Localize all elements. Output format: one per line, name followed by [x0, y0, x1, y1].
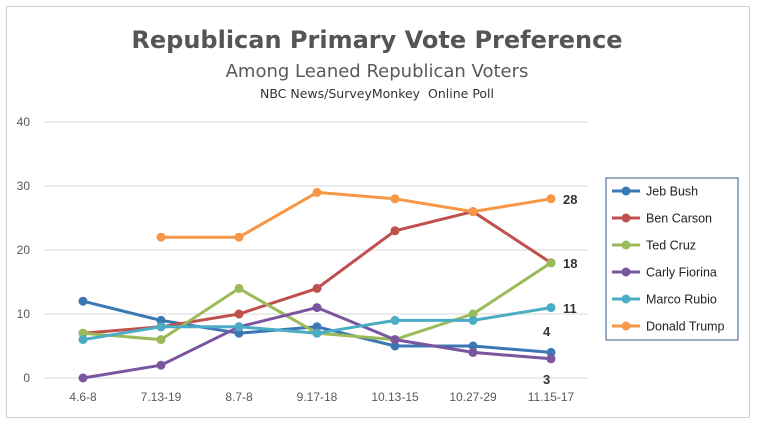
legend-swatch-marker [621, 321, 631, 331]
data-point-marco-rubio [468, 315, 478, 325]
series-donald-trump [156, 187, 556, 242]
legend-item-donald-trump: Donald Trump [612, 320, 725, 334]
chart-title: Republican Primary Vote Preference [131, 26, 622, 54]
data-point-marco-rubio [546, 303, 556, 313]
legend-item-jeb-bush: Jeb Bush [612, 185, 698, 199]
data-point-donald-trump [234, 232, 244, 242]
legend-item-carly-fiorina: Carly Fiorina [612, 266, 717, 280]
data-point-marco-rubio [156, 322, 166, 332]
legend-label: Donald Trump [646, 320, 725, 334]
data-point-ted-cruz [78, 328, 88, 338]
data-point-marco-rubio [312, 328, 322, 338]
legend-item-ted-cruz: Ted Cruz [612, 239, 696, 253]
data-point-donald-trump [312, 187, 322, 197]
gridlines [44, 121, 588, 379]
legend-swatch-marker [621, 213, 631, 223]
legend-swatch-marker [621, 267, 631, 277]
data-point-carly-fiorina [468, 347, 478, 357]
x-tick-label: 10.27-29 [449, 390, 497, 404]
legend-item-ben-carson: Ben Carson [612, 212, 712, 226]
y-tick-label: 10 [17, 307, 31, 321]
legend-swatch-marker [621, 294, 631, 304]
x-axis-ticks: 4.6-8 7.13-19 8.7-8 9.17-18 10.13-15 10.27-29… [69, 390, 574, 404]
chart-subtitle: Among Leaned Republican Voters [226, 61, 529, 82]
series-jeb-bush [78, 296, 556, 357]
series-lines [78, 187, 556, 383]
data-point-jeb-bush [390, 341, 400, 351]
data-point-jeb-bush [156, 315, 166, 325]
data-point-donald-trump [468, 207, 478, 217]
end-label-carson-cruz: 18 [563, 256, 577, 271]
legend-box [605, 177, 739, 341]
end-label-fiorina: 3 [543, 372, 550, 387]
data-point-carly-fiorina [312, 303, 322, 313]
legend-item-marco-rubio: Marco Rubio [612, 293, 717, 307]
y-tick-label: 30 [17, 179, 31, 193]
x-tick-label: 9.17-18 [297, 390, 338, 404]
data-point-ted-cruz [234, 283, 244, 293]
legend-label: Carly Fiorina [646, 266, 717, 280]
data-point-marco-rubio [390, 315, 400, 325]
data-point-jeb-bush [546, 347, 556, 357]
data-point-donald-trump [156, 232, 166, 242]
data-point-jeb-bush [234, 328, 244, 338]
end-label-trump: 28 [563, 192, 577, 207]
data-point-carly-fiorina [546, 354, 556, 364]
series-line-ben-carson [82, 210, 552, 335]
data-point-carly-fiorina [390, 335, 400, 345]
data-point-marco-rubio [234, 322, 244, 332]
end-label-rubio: 11 [563, 301, 577, 316]
legend-label: Jeb Bush [646, 185, 698, 199]
y-axis-ticks: 0 10 20 30 40 [17, 115, 31, 385]
series-line-donald-trump [161, 190, 552, 239]
data-point-ben-carson [312, 283, 322, 293]
data-point-ted-cruz [546, 258, 556, 268]
data-point-ben-carson [234, 309, 244, 319]
series-marco-rubio [78, 303, 556, 345]
data-point-ben-carson [390, 226, 400, 236]
data-point-ted-cruz [156, 335, 166, 345]
x-tick-label: 11.15-17 [528, 390, 575, 404]
legend-swatch-marker [621, 186, 631, 196]
data-point-jeb-bush [312, 322, 322, 332]
x-tick-label: 8.7-8 [225, 390, 253, 404]
end-label-bush: 4 [543, 324, 551, 339]
y-tick-label: 40 [17, 115, 31, 129]
legend-swatch-marker [621, 240, 631, 250]
data-point-carly-fiorina [78, 373, 88, 383]
data-point-carly-fiorina [156, 360, 166, 370]
x-tick-label: 4.6-8 [69, 390, 97, 404]
x-tick-label: 10.13-15 [371, 390, 419, 404]
data-point-donald-trump [546, 194, 556, 204]
data-point-marco-rubio [78, 335, 88, 345]
series-carly-fiorina [78, 303, 556, 383]
data-point-jeb-bush [78, 296, 88, 306]
data-point-ted-cruz [468, 309, 478, 319]
data-point-jeb-bush [468, 341, 478, 351]
x-tick-label: 7.13-19 [141, 390, 182, 404]
legend: Jeb Bush Ben Carson Ted Cruz Carly Fiorina M… [612, 185, 725, 334]
data-point-donald-trump [390, 194, 400, 204]
chart-source: NBC News/SurveyMonkey Online Poll [260, 86, 494, 101]
legend-label: Ben Carson [646, 212, 712, 226]
legend-label: Marco Rubio [646, 293, 717, 307]
y-tick-label: 20 [17, 243, 31, 257]
legend-label: Ted Cruz [646, 239, 696, 253]
y-tick-label: 0 [23, 371, 30, 385]
